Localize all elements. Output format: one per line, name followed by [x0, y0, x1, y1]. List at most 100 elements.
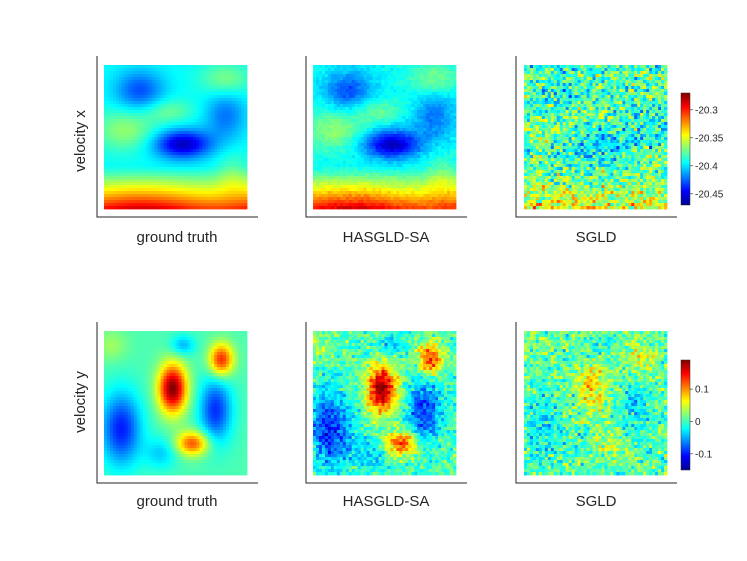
heatmap-cell: [244, 140, 248, 144]
heatmap-cell: [145, 197, 150, 201]
heatmap-cell: [184, 182, 188, 186]
heatmap-cell: [223, 137, 227, 141]
heatmap-cell: [423, 185, 427, 189]
heatmap-cell: [121, 152, 126, 156]
heatmap-cell: [339, 173, 344, 177]
heatmap-cell: [199, 149, 203, 153]
heatmap-cell: [444, 167, 448, 171]
heatmap-cell: [313, 119, 317, 123]
heatmap-cell: [420, 182, 424, 186]
heatmap-cell: [360, 65, 365, 69]
heatmap-cell: [169, 92, 173, 96]
heatmap-cell: [429, 95, 433, 99]
heatmap-cell: [235, 167, 239, 171]
heatmap-cell: [432, 122, 436, 126]
heatmap-cell: [163, 74, 167, 78]
heatmap-cell: [399, 131, 403, 135]
heatmap-cell: [351, 74, 356, 78]
heatmap-cell: [351, 176, 356, 180]
heatmap-cell: [417, 155, 421, 159]
heatmap-cell: [121, 92, 126, 96]
heatmap-cell: [115, 71, 120, 75]
heatmap-cell: [130, 128, 135, 132]
heatmap-cell: [429, 191, 433, 195]
heatmap-cell: [112, 116, 117, 120]
heatmap-cell: [148, 146, 153, 150]
heatmap-cell: [429, 122, 433, 126]
heatmap-cell: [438, 92, 442, 96]
heatmap-cell: [193, 146, 197, 150]
heatmap-cell: [166, 101, 170, 105]
heatmap-cell: [351, 173, 356, 177]
heatmap-cell: [115, 176, 120, 180]
heatmap-cell: [384, 116, 388, 120]
heatmap-cell: [538, 80, 543, 84]
heatmap-cell: [112, 83, 117, 87]
heatmap-cell: [184, 146, 188, 150]
heatmap-cell: [166, 98, 170, 102]
heatmap-cell: [145, 173, 150, 177]
heatmap-cell: [241, 203, 245, 207]
heatmap-cell: [124, 188, 129, 192]
heatmap-cell: [538, 185, 543, 189]
heatmap-cell: [211, 128, 215, 132]
heatmap-cell: [163, 155, 167, 159]
heatmap-cell: [393, 119, 397, 123]
heatmap-cell: [438, 119, 442, 123]
heatmap-cell: [190, 140, 194, 144]
heatmap-cell: [330, 185, 335, 189]
heatmap-cell: [199, 65, 203, 69]
heatmap-cell: [163, 95, 167, 99]
heatmap-cell: [106, 122, 111, 126]
heatmap-cell: [423, 101, 427, 105]
heatmap-cell: [354, 140, 359, 144]
heatmap-cell: [369, 143, 373, 147]
heatmap-cell: [190, 206, 194, 210]
heatmap-cell: [354, 68, 359, 72]
heatmap-cell: [193, 206, 197, 210]
heatmap-cell: [538, 164, 543, 168]
heatmap-cell: [544, 122, 549, 126]
heatmap-cell: [444, 116, 448, 120]
heatmap-cell: [220, 197, 224, 201]
heatmap-cell: [121, 134, 126, 138]
heatmap-cell: [321, 74, 326, 78]
heatmap-cell: [175, 164, 179, 168]
heatmap-cell: [118, 203, 123, 207]
heatmap-cell: [390, 92, 394, 96]
heatmap-cell: [187, 86, 191, 90]
heatmap-cell: [145, 89, 150, 93]
heatmap-cell: [196, 152, 200, 156]
heatmap-cell: [408, 164, 412, 168]
heatmap-cell: [381, 113, 385, 117]
heatmap-cell: [244, 161, 248, 165]
heatmap-cell: [148, 101, 153, 105]
heatmap-cell: [417, 86, 421, 90]
heatmap-cell: [190, 122, 194, 126]
heatmap-cell: [211, 125, 215, 129]
heatmap-cell: [157, 107, 162, 111]
heatmap-cell: [535, 176, 540, 180]
heatmap-cell: [229, 164, 233, 168]
heatmap-cell: [169, 74, 173, 78]
heatmap-cell: [453, 107, 457, 111]
heatmap-cell: [351, 146, 356, 150]
heatmap-cell: [541, 146, 546, 150]
heatmap-cell: [360, 146, 365, 150]
heatmap-cell: [526, 134, 531, 138]
heatmap-cell: [178, 134, 182, 138]
heatmap-cell: [220, 176, 224, 180]
heatmap-cell: [202, 152, 206, 156]
heatmap-cell: [435, 191, 439, 195]
heatmap-cell: [345, 122, 350, 126]
heatmap-cell: [538, 134, 543, 138]
heatmap-cell: [202, 158, 206, 162]
heatmap-cell: [106, 203, 111, 207]
heatmap-cell: [538, 116, 543, 120]
heatmap-cell: [393, 110, 397, 114]
heatmap-cell: [336, 182, 341, 186]
heatmap-cell: [226, 155, 230, 159]
heatmap-cell: [313, 203, 317, 207]
heatmap-cell: [321, 80, 326, 84]
heatmap-cell: [136, 83, 141, 87]
